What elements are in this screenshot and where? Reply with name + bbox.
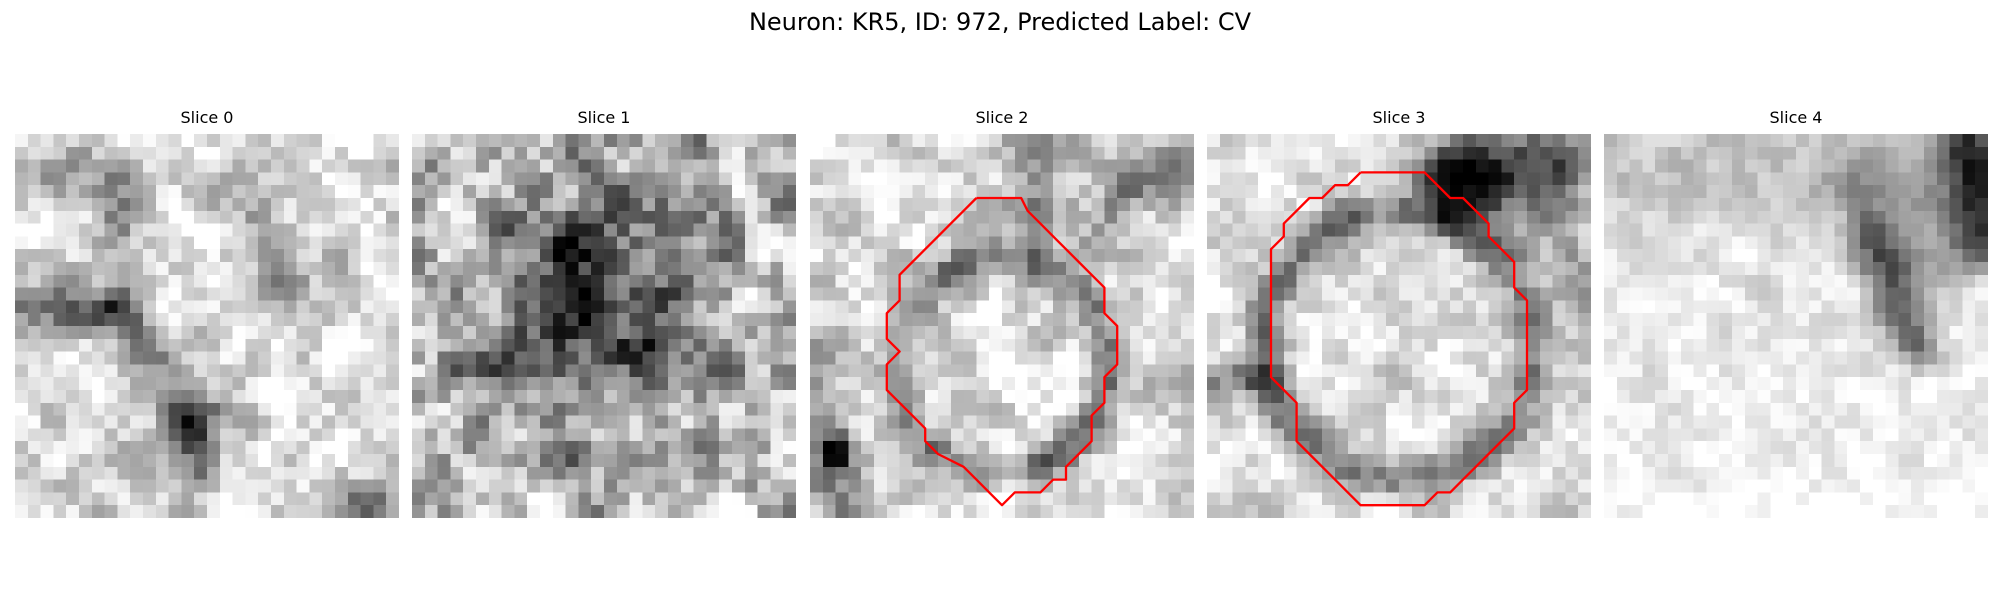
slice-title-3: Slice 3 (1372, 108, 1426, 127)
slice-title-1: Slice 1 (577, 108, 631, 127)
slice-image-3 (1207, 134, 1591, 518)
slice-image-4 (1604, 134, 1988, 518)
slice-contour-2 (885, 196, 1119, 507)
slice-image-0 (15, 134, 399, 518)
slice-panel-4: Slice 4 (1604, 108, 1988, 518)
slice-contour-3 (1269, 171, 1529, 507)
slice-image-2 (810, 134, 1194, 518)
slice-panel-2: Slice 2 (810, 108, 1194, 518)
slice-title-2: Slice 2 (975, 108, 1029, 127)
slice-title-4: Slice 4 (1769, 108, 1823, 127)
slice-title-0: Slice 0 (180, 108, 234, 127)
slice-panel-3: Slice 3 (1207, 108, 1591, 518)
slice-image-1 (412, 134, 796, 518)
slice-panel-0: Slice 0 (15, 108, 399, 518)
figure-title: Neuron: KR5, ID: 972, Predicted Label: C… (748, 8, 1252, 36)
slice-panel-1: Slice 1 (412, 108, 796, 518)
